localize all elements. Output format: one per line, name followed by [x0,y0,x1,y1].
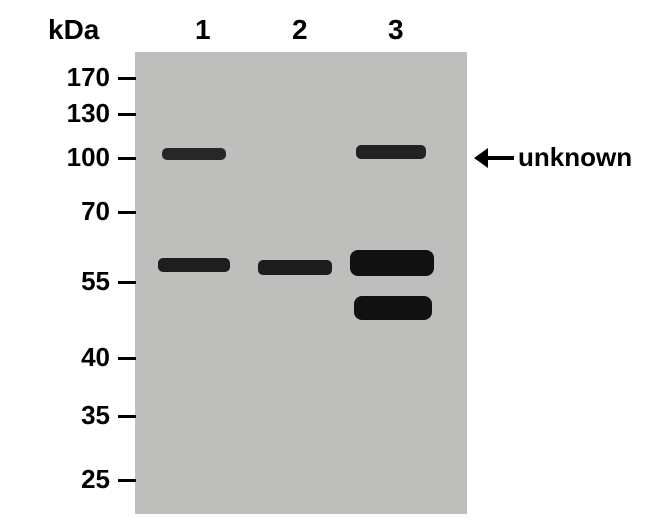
gel-band [162,148,226,160]
kda-header: kDa [48,14,99,46]
blot-figure: kDa 1 2 3 170 130 100 70 55 40 35 25 unknown [0,0,650,520]
mw-label: 130 [0,98,110,129]
mw-label: 25 [0,464,110,495]
annotation-text: unknown [518,142,632,173]
mw-tick [118,113,136,116]
mw-label: 170 [0,62,110,93]
mw-label: 55 [0,266,110,297]
mw-label: 40 [0,342,110,373]
gel-band [158,258,230,272]
mw-tick [118,357,136,360]
gel-region [135,52,467,514]
mw-tick [118,77,136,80]
mw-label: 100 [0,142,110,173]
mw-label: 70 [0,196,110,227]
lane-header: 3 [388,14,404,46]
gel-band [356,145,426,159]
lane-header: 1 [195,14,211,46]
gel-band [258,260,332,275]
mw-tick [118,281,136,284]
mw-tick [118,415,136,418]
unknown-annotation: unknown [484,142,632,173]
mw-tick [118,479,136,482]
lane-header: 2 [292,14,308,46]
mw-tick [118,211,136,214]
gel-band [350,250,434,276]
gel-band [354,296,432,320]
mw-label: 35 [0,400,110,431]
mw-tick [118,157,136,160]
arrow-left-icon [484,156,514,160]
